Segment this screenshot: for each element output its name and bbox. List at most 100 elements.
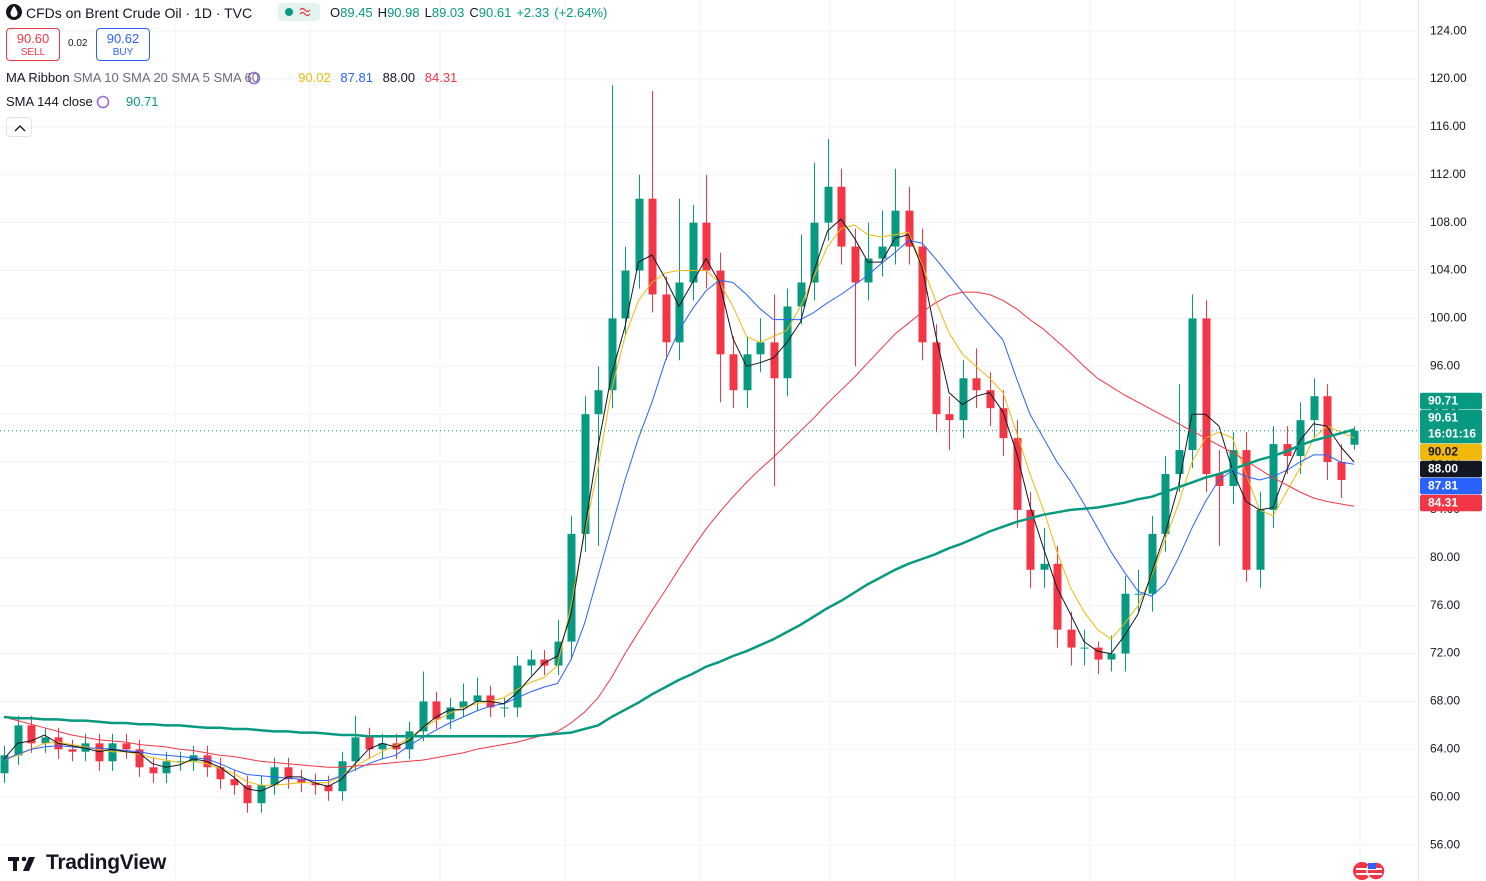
- price-tag-box: [1420, 460, 1482, 478]
- candle-body: [81, 743, 90, 752]
- candle-body: [945, 414, 954, 421]
- candle-body: [351, 737, 360, 762]
- candle-body: [135, 749, 144, 768]
- logo: [8, 856, 35, 871]
- candle-body: [810, 222, 819, 283]
- candle-body: [338, 761, 347, 792]
- ma-line: [3, 240, 1355, 781]
- candle-body: [1134, 593, 1143, 595]
- candle-body: [1080, 647, 1089, 649]
- price-tag-box: [1420, 494, 1482, 512]
- y-tick-label: 100.00: [1430, 311, 1467, 325]
- candle-body: [41, 737, 50, 744]
- candle-body: [1269, 444, 1278, 510]
- price-tag-box: [1420, 477, 1482, 495]
- candle-body: [891, 210, 900, 247]
- price-tag-label: 90.71: [1428, 393, 1458, 407]
- y-tick-label: 124.00: [1430, 23, 1467, 37]
- candle-body: [1256, 509, 1265, 570]
- buy-button[interactable]: 90.62 BUY: [96, 28, 150, 61]
- candle-body: [1067, 629, 1076, 648]
- buy-price: 90.62: [106, 31, 140, 46]
- y-tick-label: 116.00: [1430, 119, 1466, 133]
- price-tag: 84.31: [1420, 494, 1482, 512]
- y-tick-label: 64.00: [1430, 742, 1460, 756]
- time-grid: [174, 0, 1361, 881]
- candle-body: [1026, 509, 1035, 570]
- candle-body: [581, 414, 590, 534]
- change-percent: (+2.64%): [554, 5, 608, 20]
- candle-body: [297, 779, 306, 783]
- legend-value: 84.31: [424, 70, 458, 85]
- candle-body: [176, 761, 185, 763]
- candle-body: [1107, 653, 1116, 660]
- candle-body: [1094, 647, 1103, 660]
- y-tick-label: 104.00: [1430, 263, 1467, 277]
- y-tick-label: 60.00: [1430, 789, 1460, 803]
- candle-body: [432, 701, 441, 720]
- flag-icons[interactable]: [1353, 861, 1386, 881]
- candle-body: [662, 294, 671, 343]
- price-tag: 88.00: [1420, 460, 1482, 478]
- y-tick-label: 80.00: [1430, 550, 1460, 564]
- ohlc-value: 90.98: [387, 5, 420, 20]
- legend-value: 87.81: [340, 70, 373, 85]
- y-tick-label: 56.00: [1430, 837, 1460, 851]
- y-tick-label: 112.00: [1430, 167, 1466, 181]
- sell-button[interactable]: 90.60 SELL: [6, 28, 60, 61]
- candle-body: [972, 378, 981, 391]
- candle-body: [905, 210, 914, 247]
- legend-icon[interactable]: [96, 71, 261, 109]
- candle-body: [756, 342, 765, 355]
- ohlc-key: C: [469, 5, 479, 20]
- candle-body: [635, 198, 644, 271]
- candle-body: [1175, 450, 1184, 475]
- legend-ribbon[interactable]: MA Ribbon SMA 10 SMA 20 SMA 5 SMA 60 90.…: [6, 69, 457, 87]
- ohlc-key: L: [424, 5, 432, 20]
- price-tag-label: 88.00: [1428, 461, 1458, 475]
- candle-body: [324, 785, 333, 792]
- legend-sma[interactable]: SMA 144 close 90.71: [6, 93, 159, 111]
- sell-price: 90.60: [16, 31, 50, 46]
- price-tag-label: 16:01:16: [1428, 426, 1476, 440]
- candle-body: [621, 270, 630, 319]
- candle-body: [1323, 396, 1332, 463]
- candle-body: [284, 767, 293, 780]
- symbol-title[interactable]: CFDs on Brent Crude Oil · 1D · TVC: [26, 5, 253, 21]
- candle-body: [108, 743, 117, 762]
- candle-body: [1161, 474, 1170, 534]
- collapse-chevron[interactable]: [14, 125, 26, 132]
- candle-body: [189, 755, 198, 762]
- y-tick-label: 76.00: [1430, 598, 1460, 612]
- status-pill: [278, 3, 320, 21]
- price-tag: 90.61 16:01:16: [1420, 409, 1482, 444]
- candle-body: [1013, 438, 1022, 510]
- candle-body: [311, 782, 320, 786]
- candle-body: [216, 767, 225, 780]
- candle-body: [270, 767, 279, 786]
- price-tag-label: 90.02: [1428, 444, 1458, 458]
- candle-body: [999, 408, 1008, 439]
- price-tags: 90.71 90.61 16:01:16 90.02 88.00 87.81 84.31: [1420, 392, 1482, 512]
- candle-body: [243, 785, 252, 804]
- ohlc-key: O: [330, 5, 341, 20]
- candle-body: [864, 258, 873, 283]
- candle-body: [675, 282, 684, 343]
- price-tag-label: 84.31: [1428, 495, 1458, 509]
- ma-line: [3, 218, 1355, 792]
- y-tick-label: 108.00: [1430, 215, 1467, 229]
- legend-title: MA Ribbon: [6, 70, 70, 85]
- legend-value: 90.71: [125, 94, 159, 109]
- price-tag-box: [1420, 409, 1482, 444]
- legend-entry: SMA 20: [122, 70, 168, 85]
- candle-body: [702, 222, 711, 271]
- candle-body: [1121, 593, 1130, 654]
- ohlc-key: H: [377, 5, 388, 20]
- ohlc-value: 89.45: [340, 5, 373, 20]
- collapse-button[interactable]: [6, 117, 32, 137]
- price-tag-box: [1420, 443, 1482, 461]
- candle-body: [824, 186, 833, 223]
- candle-body: [797, 282, 806, 307]
- candle-body: [14, 725, 23, 756]
